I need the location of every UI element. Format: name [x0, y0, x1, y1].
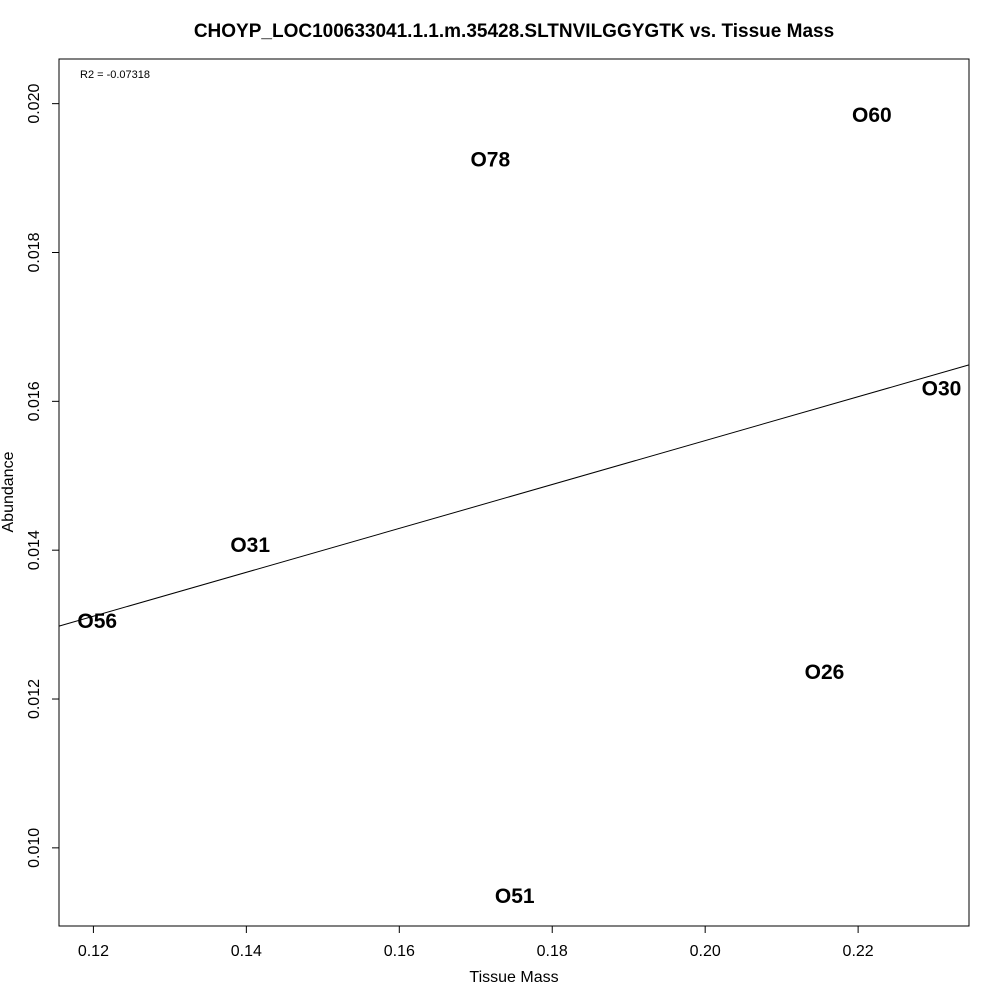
y-axis-label: Abundance — [0, 451, 17, 532]
x-tick-label: 0.20 — [690, 943, 721, 960]
point-label-o78: O78 — [470, 148, 510, 171]
point-label-o30: O30 — [922, 378, 962, 401]
point-label-o26: O26 — [805, 661, 845, 684]
data-points: O56 O31 O78 O60 O30 O26 O51 — [77, 104, 961, 908]
plot-frame — [58, 58, 970, 927]
y-tick-label: 0.012 — [26, 679, 43, 719]
point-label-o51: O51 — [495, 885, 535, 908]
y-tick-label: 0.016 — [26, 381, 43, 421]
x-tick-label: 0.14 — [231, 943, 262, 960]
y-tick-label: 0.020 — [26, 84, 43, 124]
y-tick-label: 0.010 — [26, 828, 43, 868]
y-axis: 0.010 0.012 0.014 0.016 0.018 0.020 — [26, 84, 60, 868]
x-tick-label: 0.22 — [843, 943, 874, 960]
point-label-o60: O60 — [852, 104, 892, 127]
regression-line — [58, 364, 970, 627]
r2-annotation: R2 = -0.07318 — [80, 69, 150, 81]
y-tick-label: 0.014 — [26, 530, 43, 570]
x-axis-label: Tissue Mass — [469, 969, 558, 986]
x-tick-label: 0.18 — [537, 943, 568, 960]
y-tick-label: 0.018 — [26, 232, 43, 272]
x-tick-label: 0.16 — [384, 943, 415, 960]
x-tick-label: 0.12 — [78, 943, 109, 960]
point-label-o31: O31 — [230, 534, 270, 557]
x-axis: 0.12 0.14 0.16 0.18 0.20 0.22 — [78, 925, 874, 960]
chart-title: CHOYP_LOC100633041.1.1.m.35428.SLTNVILGG… — [194, 21, 834, 42]
point-label-o56: O56 — [77, 610, 117, 633]
regression-line-group — [58, 364, 970, 627]
